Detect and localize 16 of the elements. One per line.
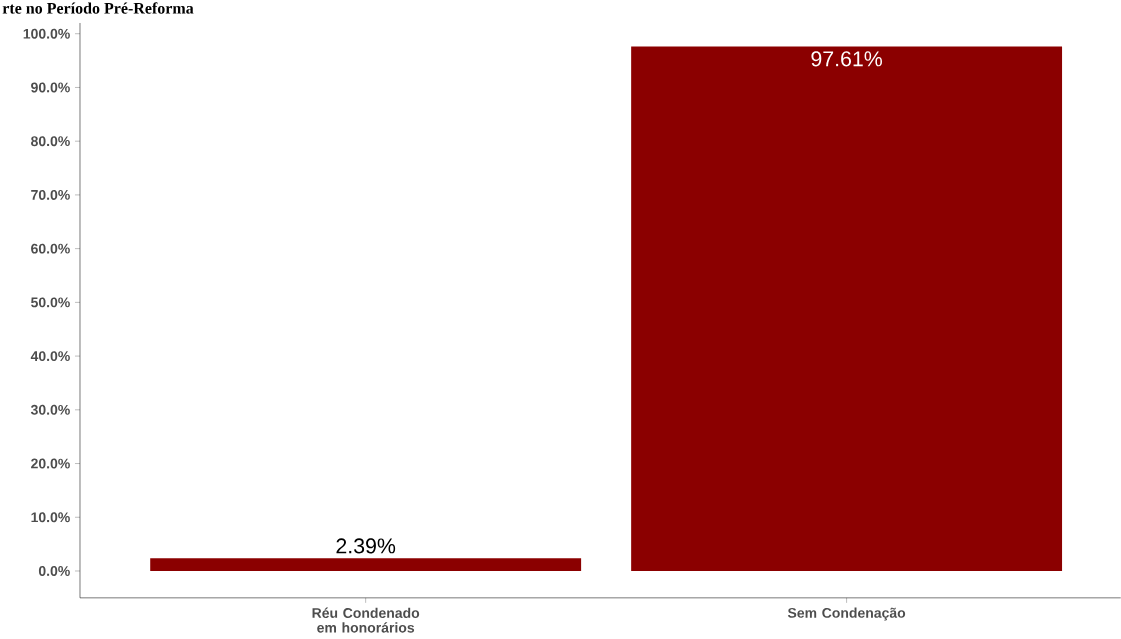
y-tick-label: 60.0%: [31, 243, 70, 254]
y-tick-label: 50.0%: [31, 297, 70, 308]
chart-title: rte no Período Pré-Reforma: [2, 2, 194, 14]
x-tick-label: Réu Condenado em honorários: [312, 607, 420, 633]
y-tick-label: 40.0%: [30, 351, 70, 362]
data-label: 97.61%: [811, 51, 883, 67]
y-tick-label: 100.0%: [23, 28, 70, 39]
y-tick-label: 30.0%: [30, 404, 70, 415]
data-label: 2.39%: [336, 538, 396, 554]
y-tick-label: 90.0%: [31, 82, 70, 93]
y-tick-label: 80.0%: [31, 136, 70, 147]
y-tick-label: 0.0%: [38, 566, 70, 577]
x-tick-label: Sem Condenação: [787, 607, 906, 621]
y-tick-label: 70.0%: [31, 190, 70, 200]
y-tick-label: 10.0%: [31, 512, 70, 523]
y-tick-label: 20.0%: [31, 458, 70, 469]
